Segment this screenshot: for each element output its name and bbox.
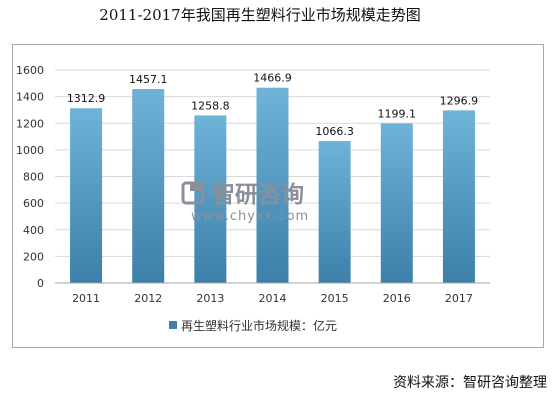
- bar-2017: [442, 110, 475, 283]
- x-tick-label-2016: 2016: [383, 292, 411, 305]
- watermark: 智研咨询 www.chyxx.com: [181, 181, 309, 224]
- y-tick-label: 1600: [16, 64, 44, 77]
- y-tick-label: 0: [37, 277, 44, 290]
- source-note: 资料来源：智研咨询整理: [393, 375, 547, 391]
- bar-2013: [194, 115, 227, 284]
- chart-title: 2011-2017年我国再生塑料行业市场规模走势图: [99, 6, 421, 24]
- x-tick-label-2013: 2013: [196, 292, 224, 305]
- watermark-logo-icon: [181, 181, 205, 205]
- x-tick-label-2015: 2015: [321, 292, 349, 305]
- bar-2012: [132, 89, 165, 283]
- x-axis: 2011 2012 2013 2014 2015 2016 2017: [55, 282, 490, 305]
- bar-2015: [318, 141, 351, 283]
- y-tick-label: 1200: [16, 117, 44, 130]
- y-tick-label: 1400: [16, 91, 44, 104]
- value-label-2013: 1258.8: [191, 99, 230, 112]
- x-tick-label-2012: 2012: [134, 292, 162, 305]
- y-axis: 0 200 400 600 800 1000 1200 1400 1600: [16, 64, 44, 290]
- y-tick-label: 200: [23, 250, 44, 263]
- bars: [70, 87, 475, 284]
- watermark-brand: 智研咨询: [212, 181, 304, 208]
- bar-2016: [380, 123, 413, 283]
- y-tick-label: 800: [23, 171, 44, 184]
- x-tick-label-2011: 2011: [72, 292, 100, 305]
- value-label-2017: 1296.9: [440, 94, 479, 107]
- watermark-url: www.chyxx.com: [191, 209, 309, 224]
- legend: 再生塑料行业市场规模：亿元: [169, 318, 337, 333]
- value-label-2011: 1312.9: [67, 92, 106, 105]
- legend-swatch: [169, 321, 177, 329]
- value-labels: 1312.9 1457.1 1258.8 1466.9 1066.3 1199.1 1296…: [67, 72, 478, 138]
- y-tick-label: 400: [23, 224, 44, 237]
- x-tick-label-2014: 2014: [259, 292, 287, 305]
- bar-2011: [70, 108, 103, 283]
- y-tick-label: 1000: [16, 144, 44, 157]
- legend-label: 再生塑料行业市场规模：亿元: [181, 318, 337, 333]
- x-tick-label-2017: 2017: [445, 292, 473, 305]
- value-label-2015: 1066.3: [315, 125, 354, 138]
- bar-2014: [256, 87, 289, 284]
- value-label-2016: 1199.1: [378, 107, 417, 120]
- value-label-2014: 1466.9: [253, 72, 292, 85]
- y-tick-label: 600: [23, 197, 44, 210]
- value-label-2012: 1457.1: [129, 73, 168, 86]
